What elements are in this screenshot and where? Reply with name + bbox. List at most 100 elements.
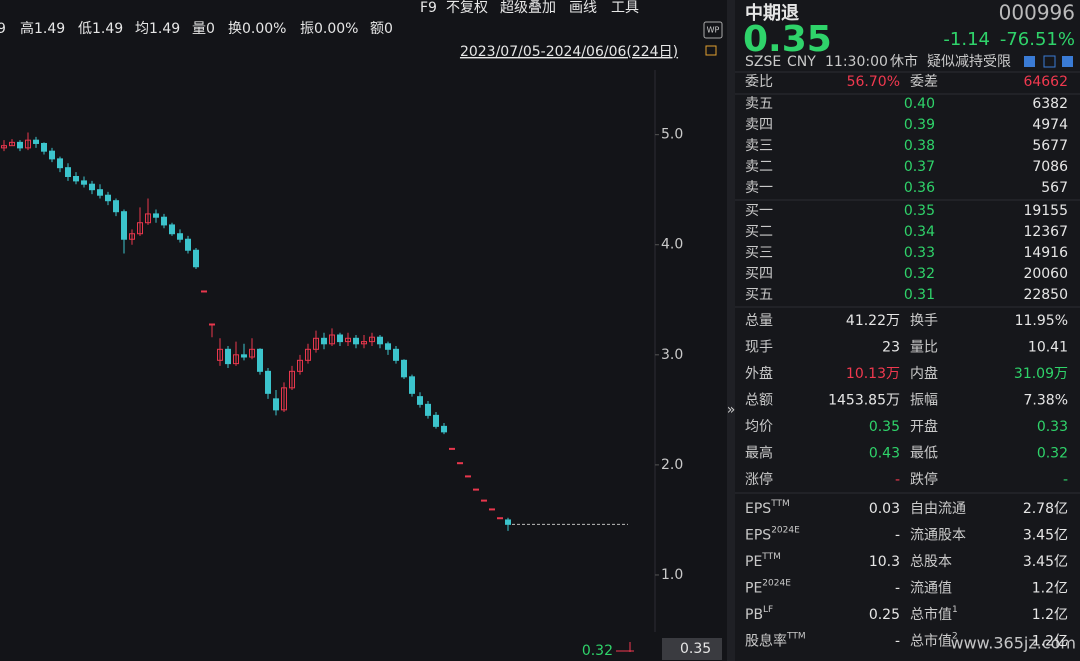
stat-label: 外盘 bbox=[745, 365, 773, 382]
date-range[interactable]: 2023/07/05-2024/06/06(224日) bbox=[460, 44, 678, 60]
stat-value: 31.09万 bbox=[1014, 366, 1068, 382]
ask-volume: 6382 bbox=[1032, 96, 1068, 112]
collapse-button[interactable]: » bbox=[727, 402, 736, 418]
candle-body bbox=[417, 396, 423, 405]
fund-label: 总市值2 bbox=[910, 631, 958, 650]
menu-item[interactable]: 不复权 bbox=[446, 0, 488, 16]
y-tick-label: 5.0 bbox=[661, 127, 683, 143]
candle-body bbox=[217, 348, 223, 361]
bid-price: 0.32 bbox=[904, 266, 935, 282]
lock-icon[interactable] bbox=[705, 45, 717, 56]
fund-label-text: EPS bbox=[745, 528, 771, 544]
candle-body bbox=[481, 499, 487, 502]
menu-item[interactable]: 画线 bbox=[569, 0, 597, 16]
stat-label: 总额 bbox=[745, 393, 773, 409]
candle-body bbox=[257, 348, 263, 372]
fund-label-text: 总市值 bbox=[910, 633, 952, 650]
candle-body bbox=[457, 462, 463, 465]
stat-value: 1453.85万 bbox=[828, 393, 900, 409]
ask-volume: 7086 bbox=[1032, 159, 1068, 175]
stat-label: 现手 bbox=[745, 340, 773, 356]
menu-item[interactable]: 工具 bbox=[611, 0, 639, 16]
quote-meta: CNY bbox=[787, 54, 816, 70]
fund-label-sup: TTM bbox=[786, 631, 806, 641]
quote-meta: 疑似减持受限 bbox=[927, 54, 1011, 70]
candle-body bbox=[121, 211, 127, 240]
ask-label: 卖四 bbox=[745, 117, 773, 133]
toolbar-stat: 振0.00% bbox=[300, 21, 358, 37]
candle-body bbox=[25, 139, 31, 149]
menu-item[interactable]: F9 bbox=[420, 0, 437, 16]
fund-value: 3.45亿 bbox=[1023, 528, 1068, 544]
bid-label: 买五 bbox=[745, 287, 773, 303]
fund-value: 0.03 bbox=[869, 501, 900, 517]
stat-value: 7.38% bbox=[1024, 393, 1068, 409]
candle-body bbox=[273, 398, 279, 411]
stat-value: 10.41 bbox=[1028, 340, 1068, 356]
candle-body bbox=[73, 175, 79, 182]
candle-body bbox=[201, 290, 207, 293]
fund-label: 自由流通 bbox=[910, 501, 966, 517]
ask-volume: 567 bbox=[1041, 180, 1068, 196]
candle-body bbox=[137, 222, 143, 235]
low-label: 0.32 bbox=[582, 643, 613, 659]
candle-body bbox=[425, 403, 431, 416]
last-price: 0.35 bbox=[743, 19, 832, 60]
candle-body bbox=[265, 370, 271, 394]
menu-item[interactable]: 超级叠加 bbox=[500, 0, 556, 16]
candle-body bbox=[337, 334, 343, 343]
y-tick-label: 3.0 bbox=[661, 347, 683, 363]
fund-value: 1.2亿 bbox=[1032, 581, 1068, 597]
ratio-label: 委差 bbox=[910, 74, 938, 90]
fund-label: PBLF bbox=[745, 605, 773, 624]
icon[interactable] bbox=[1024, 56, 1035, 67]
ratio-value: 56.70% bbox=[847, 74, 900, 90]
stat-label: 最低 bbox=[910, 446, 938, 462]
fund-label: PE2024E bbox=[745, 578, 791, 597]
fund-value: 2.78亿 bbox=[1023, 501, 1068, 517]
fund-label: EPSTTM bbox=[745, 499, 790, 518]
candle-body bbox=[233, 354, 239, 365]
chart-panel bbox=[0, 0, 727, 661]
ask-label: 卖三 bbox=[745, 138, 773, 154]
icon[interactable] bbox=[1062, 56, 1073, 67]
icon[interactable] bbox=[1043, 55, 1056, 68]
fund-label-text: 总市值 bbox=[910, 606, 952, 623]
fund-label-sup: LF bbox=[763, 605, 773, 615]
ask-price: 0.37 bbox=[904, 159, 935, 175]
bid-label: 买四 bbox=[745, 266, 773, 282]
candle-body bbox=[105, 194, 111, 202]
price-tag-label: 0.35 bbox=[680, 641, 711, 657]
bid-label: 买一 bbox=[745, 203, 773, 219]
candle-body bbox=[145, 213, 151, 224]
stat-label: 涨停 bbox=[745, 471, 773, 488]
candle-body bbox=[49, 150, 55, 160]
candle-body bbox=[321, 337, 327, 345]
candle-body bbox=[297, 359, 303, 372]
splitter[interactable] bbox=[727, 0, 735, 661]
fund-label-sup: TTM bbox=[761, 552, 781, 562]
candle-body bbox=[409, 376, 415, 394]
fund-value: 3.45亿 bbox=[1023, 554, 1068, 570]
toolbar-stat: 量0 bbox=[192, 21, 215, 37]
candle-body bbox=[441, 425, 447, 433]
fund-label-text: EPS bbox=[745, 501, 771, 517]
candle-body bbox=[209, 323, 215, 326]
y-tick-label: 1.0 bbox=[661, 567, 683, 583]
ask-label: 卖五 bbox=[745, 96, 773, 112]
candle-body bbox=[353, 337, 359, 345]
candle-body bbox=[497, 517, 503, 520]
fund-label: 总股本 bbox=[910, 554, 952, 570]
stat-label: 总量 bbox=[745, 313, 773, 329]
ask-price: 0.36 bbox=[904, 180, 935, 196]
stat-label: 均价 bbox=[745, 419, 773, 435]
wp-icon[interactable] bbox=[703, 21, 723, 39]
fund-label-text: 流通值 bbox=[910, 581, 952, 597]
stat-label: 量比 bbox=[910, 340, 938, 356]
ask-price: 0.39 bbox=[904, 117, 935, 133]
candle-body bbox=[97, 189, 103, 196]
fund-value: - bbox=[895, 634, 900, 650]
fund-label: 流通值 bbox=[910, 581, 952, 597]
bid-label: 买三 bbox=[745, 245, 773, 261]
